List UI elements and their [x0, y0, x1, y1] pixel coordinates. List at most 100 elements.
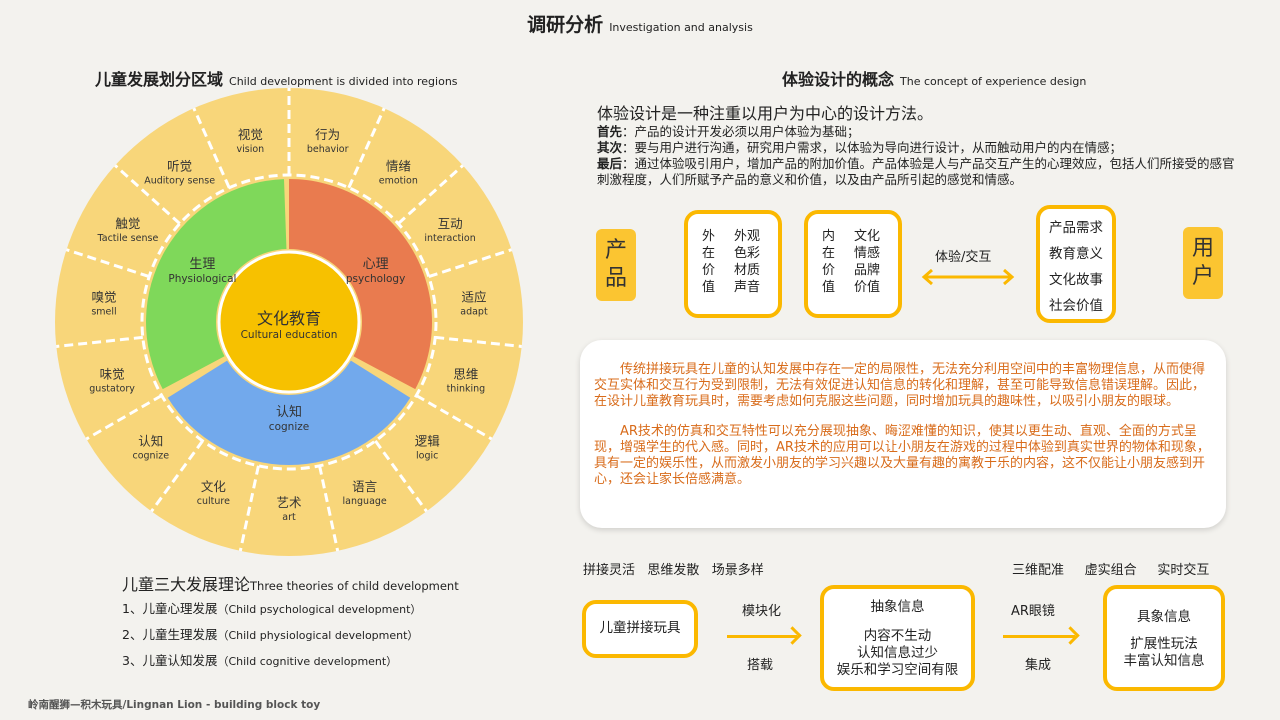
inner-sector — [289, 179, 432, 390]
theories-list: 1、儿童心理发展（Child psychological development… — [122, 596, 421, 674]
theory-en: （Child psychological development） — [217, 603, 422, 616]
box-line: 扩展性玩法 — [1130, 636, 1198, 652]
point-text: ：通过体验吸引用户，增加产品的附加价值。产品体验是人与产品交互产生的心理效应，包… — [597, 156, 1235, 187]
box-title: 抽象信息 — [870, 599, 925, 615]
point-key: 最后 — [597, 156, 623, 171]
double-arrow-icon — [921, 268, 1015, 286]
segment-divider — [56, 335, 143, 348]
inner-sector — [146, 179, 287, 390]
flow-tags-right: 三维配准 虚实组合 实时交互 — [1012, 563, 1210, 578]
outer-label-en: language — [343, 496, 387, 507]
arrow-right-icon — [727, 635, 797, 638]
outer-label-cn: 触觉 — [115, 216, 140, 231]
inner-value-box: 内在价值 文化情感品牌价值 — [804, 210, 902, 318]
inner-label-en: cognize — [269, 421, 309, 433]
arrow1-top-label: 模块化 — [742, 604, 782, 619]
point-text: ：要与用户进行沟通，研究用户需求，以体验为导向进行设计，从而触动用户的内在情感； — [622, 140, 1123, 155]
outer-label-cn: 适应 — [461, 290, 486, 305]
segment-divider — [397, 164, 464, 225]
center-circle — [217, 250, 361, 394]
box-line: 丰富认知信息 — [1123, 653, 1205, 669]
inner-sector — [167, 360, 411, 466]
inner-label-cn: 生理 — [189, 257, 215, 272]
flow-box-concrete: 具象信息 扩展性玩法 丰富认知信息 — [1103, 585, 1225, 691]
card-paragraph: AR技术的仿真和交互特性可以充分展现抽象、晦涩难懂的知识，使其以更生动、直观、全… — [594, 424, 1210, 487]
intro-point: 其次：要与用户进行沟通，研究用户需求，以体验为导向进行设计，从而触动用户的内在情… — [597, 140, 1237, 156]
heading-en: The concept of experience design — [900, 75, 1087, 88]
segment-divider — [428, 248, 513, 279]
outer-label-en: interaction — [424, 233, 475, 244]
product-tag: 产品 — [596, 229, 636, 301]
segment-divider — [85, 394, 163, 441]
flow-tags-left: 拼接灵活 思维发散 场景多样 — [583, 563, 764, 578]
title-cn: 调研分析 — [527, 14, 604, 36]
intro-point: 首先：产品的设计开发必须以用户体验为基础； — [597, 124, 1237, 140]
ring-divider — [140, 173, 438, 471]
theory-item: 1、儿童心理发展（Child psychological development… — [122, 596, 421, 622]
heading-cn: 体验设计的概念 — [782, 70, 895, 89]
outer-label-en: culture — [197, 496, 230, 507]
outer-label-cn: 行为 — [315, 127, 340, 142]
theory-item: 3、儿童认知发展（Child cognitive development） — [122, 648, 421, 674]
flow-box-abstract: 抽象信息 内容不生动 认知信息过少 娱乐和学习空间有限 — [820, 585, 975, 691]
outer-label-cn: 听觉 — [167, 159, 192, 174]
intro-text: 体验设计是一种注重以用户为中心的设计方法。 首先：产品的设计开发必须以用户体验为… — [597, 104, 1237, 188]
outer-value-box: 外在价值 外观色彩材质声音 — [684, 210, 782, 318]
theories-heading: 儿童三大发展理论Three theories of child developm… — [122, 571, 459, 595]
arrow-right-icon — [1003, 635, 1075, 638]
outer-label-en: Tactile sense — [97, 233, 159, 244]
outer-label-en: vision — [236, 144, 264, 155]
interaction-label: 体验/交互 — [935, 250, 992, 265]
heading-en: Child development is divided into region… — [229, 75, 458, 88]
theory-en: （Child cognitive development） — [217, 655, 398, 668]
title-en: Investigation and analysis — [609, 21, 753, 34]
needs-box: 产品需求 教育意义 文化故事 社会价值 — [1036, 205, 1116, 323]
right-heading: 体验设计的概念 The concept of experience design — [782, 66, 1086, 90]
page-title: 调研分析 Investigation and analysis — [0, 10, 1280, 37]
outer-label-en: smell — [91, 307, 116, 318]
outer-label-en: emotion — [379, 176, 418, 187]
inner-value-items: 文化情感品牌价值 — [854, 229, 881, 295]
inner-label-en: psychology — [346, 273, 405, 285]
need-item: 文化故事 — [1049, 272, 1103, 288]
segment-divider — [150, 440, 204, 513]
footer-caption: 岭南醒狮—积木玩具/Lingnan Lion - building block … — [28, 699, 321, 711]
outer-label-cn: 思维 — [453, 366, 478, 381]
arrow1-bottom-label: 搭载 — [747, 658, 774, 673]
inner-value-label: 内在价值 — [822, 229, 836, 295]
outer-label-cn: 逻辑 — [415, 433, 440, 448]
analysis-card: 传统拼接玩具在儿童的认知发展中存在一定的局限性，无法充分利用空间中的丰富物理信息… — [580, 340, 1226, 528]
segment-divider — [374, 440, 428, 513]
theory-en: （Child physiological development） — [217, 629, 419, 642]
theory-item: 2、儿童生理发展（Child physiological development… — [122, 622, 421, 648]
intro-point: 最后：通过体验吸引用户，增加产品的附加价值。产品体验是人与产品交互产生的心理效应… — [597, 156, 1237, 188]
outer-label-cn: 味觉 — [100, 366, 125, 381]
outer-label-cn: 文化 — [201, 479, 227, 494]
outer-label-en: art — [282, 512, 296, 523]
point-text: ：产品的设计开发必须以用户体验为基础； — [622, 124, 860, 139]
outer-label-cn: 认知 — [138, 433, 163, 448]
segment-divider — [238, 465, 260, 552]
card-paragraph: 传统拼接玩具在儿童的认知发展中存在一定的局限性，无法充分利用空间中的丰富物理信息… — [594, 362, 1206, 409]
need-item: 教育意义 — [1049, 246, 1103, 262]
outer-label-en: gustatory — [89, 383, 135, 394]
outer-label-cn: 艺术 — [276, 495, 302, 510]
outer-label-en: logic — [416, 450, 438, 461]
outer-label-en: Auditory sense — [144, 176, 215, 187]
theory-cn: 3、儿童认知发展 — [122, 653, 218, 668]
center-label-cn: 文化教育 — [257, 309, 321, 328]
theory-cn: 2、儿童生理发展 — [122, 627, 218, 642]
segment-divider — [192, 107, 231, 189]
user-tag: 用户 — [1183, 227, 1223, 299]
outer-label-cn: 情绪 — [386, 159, 411, 174]
outer-label-en: adapt — [460, 307, 488, 318]
flow-box-toy: 儿童拼接玩具 — [582, 600, 698, 658]
outer-label-en: behavior — [307, 144, 349, 155]
segment-divider — [435, 335, 522, 348]
segment-divider — [318, 465, 340, 552]
development-wheel: 行为 behavior 情绪 emotion 互动 interaction 适应 adapt 思… — [55, 88, 523, 556]
segment-divider — [114, 164, 181, 225]
theories-title-en: Three theories of child development — [250, 579, 459, 593]
inner-label-cn: 认知 — [276, 404, 302, 420]
point-key: 其次 — [597, 140, 623, 155]
